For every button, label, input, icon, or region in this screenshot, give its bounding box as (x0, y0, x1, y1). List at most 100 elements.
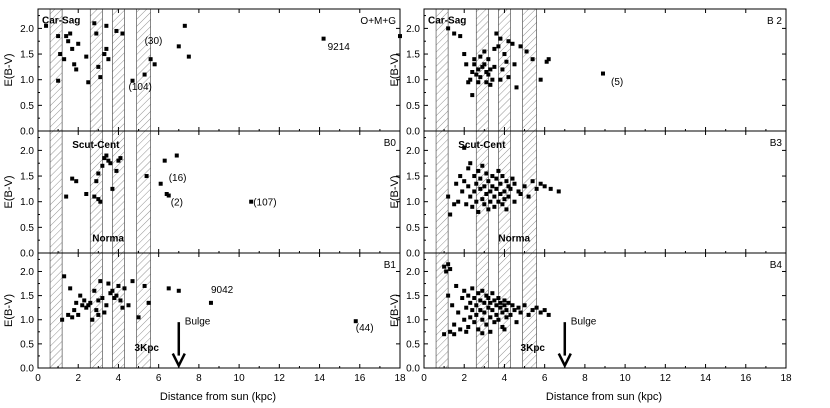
data-point (486, 207, 491, 212)
data-point (480, 64, 485, 69)
x-tick-label: 2 (75, 373, 81, 384)
data-point (510, 41, 515, 46)
data-point (456, 310, 461, 315)
data-point (492, 194, 497, 199)
data-point (512, 199, 517, 204)
data-point (502, 298, 507, 303)
hatched-band (49, 8, 63, 132)
y-tick-label: 0.5 (406, 223, 420, 234)
x-tick-label: 8 (196, 373, 202, 384)
data-point (94, 308, 99, 313)
data-point (76, 41, 81, 46)
data-point (472, 189, 477, 194)
data-point (522, 303, 527, 308)
data-point (142, 283, 147, 288)
data-point (64, 34, 69, 39)
data-point (166, 193, 171, 198)
data-point (92, 194, 97, 199)
data-point (466, 324, 471, 329)
data-point (504, 179, 509, 184)
data-point (482, 49, 487, 54)
data-point (488, 300, 493, 305)
data-point (506, 39, 511, 44)
panel-label: B3 (770, 138, 783, 149)
x-tick-label: 14 (314, 373, 326, 384)
y-tick-label: 2.0 (406, 146, 420, 157)
data-point (466, 184, 471, 189)
data-point (464, 329, 469, 334)
data-point (464, 305, 469, 310)
data-point (94, 179, 99, 184)
data-point (130, 78, 135, 83)
panel-b0: 0.0 0.5 1.0 1.5 2.0 E(B-V) B0 Scut-Cent Norma (16… (3, 130, 401, 260)
data-point (120, 305, 125, 310)
data-point (58, 52, 63, 57)
hatched-band (112, 252, 125, 369)
hatched-band (49, 130, 63, 254)
bulge-arrow-head (171, 353, 186, 369)
panel-b3: 0.0 0.5 1.0 1.5 2.0 E(B-V) B3 Scut-Cent Norma (389, 130, 787, 260)
data-point (474, 72, 479, 77)
data-point (84, 305, 89, 310)
data-point (249, 199, 254, 204)
panel-label: B1 (384, 260, 397, 271)
y-axis-label: E(B-V) (389, 176, 401, 209)
y-tick-label: 1.5 (20, 172, 34, 183)
data-point (502, 52, 507, 57)
data-point (110, 288, 115, 293)
hatched-band (136, 8, 151, 132)
data-point (496, 296, 501, 301)
data-point (462, 288, 467, 293)
data-point (72, 308, 77, 313)
x-tick-label: 16 (354, 373, 366, 384)
y-tick-label: 1.0 (406, 197, 420, 208)
y-axis-label: E(B-V) (389, 54, 401, 87)
data-point (508, 312, 513, 317)
data-point (474, 312, 479, 317)
data-point (74, 179, 79, 184)
data-point (530, 308, 535, 313)
data-point (500, 174, 505, 179)
annotation: (44) (356, 323, 374, 334)
hatched-band (435, 130, 449, 254)
data-point (474, 199, 479, 204)
data-point (492, 320, 497, 325)
data-point (508, 186, 513, 191)
data-point (544, 59, 549, 64)
x-tick-label: 2 (461, 373, 467, 384)
data-point (456, 199, 461, 204)
data-point (538, 310, 543, 315)
data-point (500, 310, 505, 315)
data-point (452, 322, 457, 327)
annotation: (16) (169, 173, 187, 184)
hatched-band (498, 8, 511, 132)
data-point (464, 62, 469, 67)
data-point (488, 82, 493, 87)
annotation: (2) (171, 197, 183, 208)
data-point (452, 202, 457, 207)
y-tick-label: 1.5 (406, 291, 420, 302)
y-tick-label: 1.0 (20, 315, 34, 326)
data-point (502, 303, 507, 308)
data-point (64, 194, 69, 199)
data-point (470, 70, 475, 74)
data-point (472, 57, 477, 62)
data-point (120, 31, 125, 36)
data-point (492, 298, 497, 303)
panel-label: B4 (770, 260, 783, 271)
data-point (600, 71, 605, 76)
data-point (460, 189, 465, 194)
data-point (86, 80, 91, 85)
data-point (478, 176, 483, 181)
data-point (480, 197, 485, 202)
x-tick-label: 4 (502, 373, 508, 384)
annotation: Scut-Cent (458, 140, 506, 151)
data-point (208, 300, 213, 305)
data-point (126, 303, 131, 308)
data-point (488, 67, 493, 72)
panel-label: O+M+G (360, 16, 396, 27)
data-point (136, 315, 141, 320)
data-point (534, 186, 539, 191)
data-point (496, 317, 501, 322)
data-point (476, 168, 481, 173)
